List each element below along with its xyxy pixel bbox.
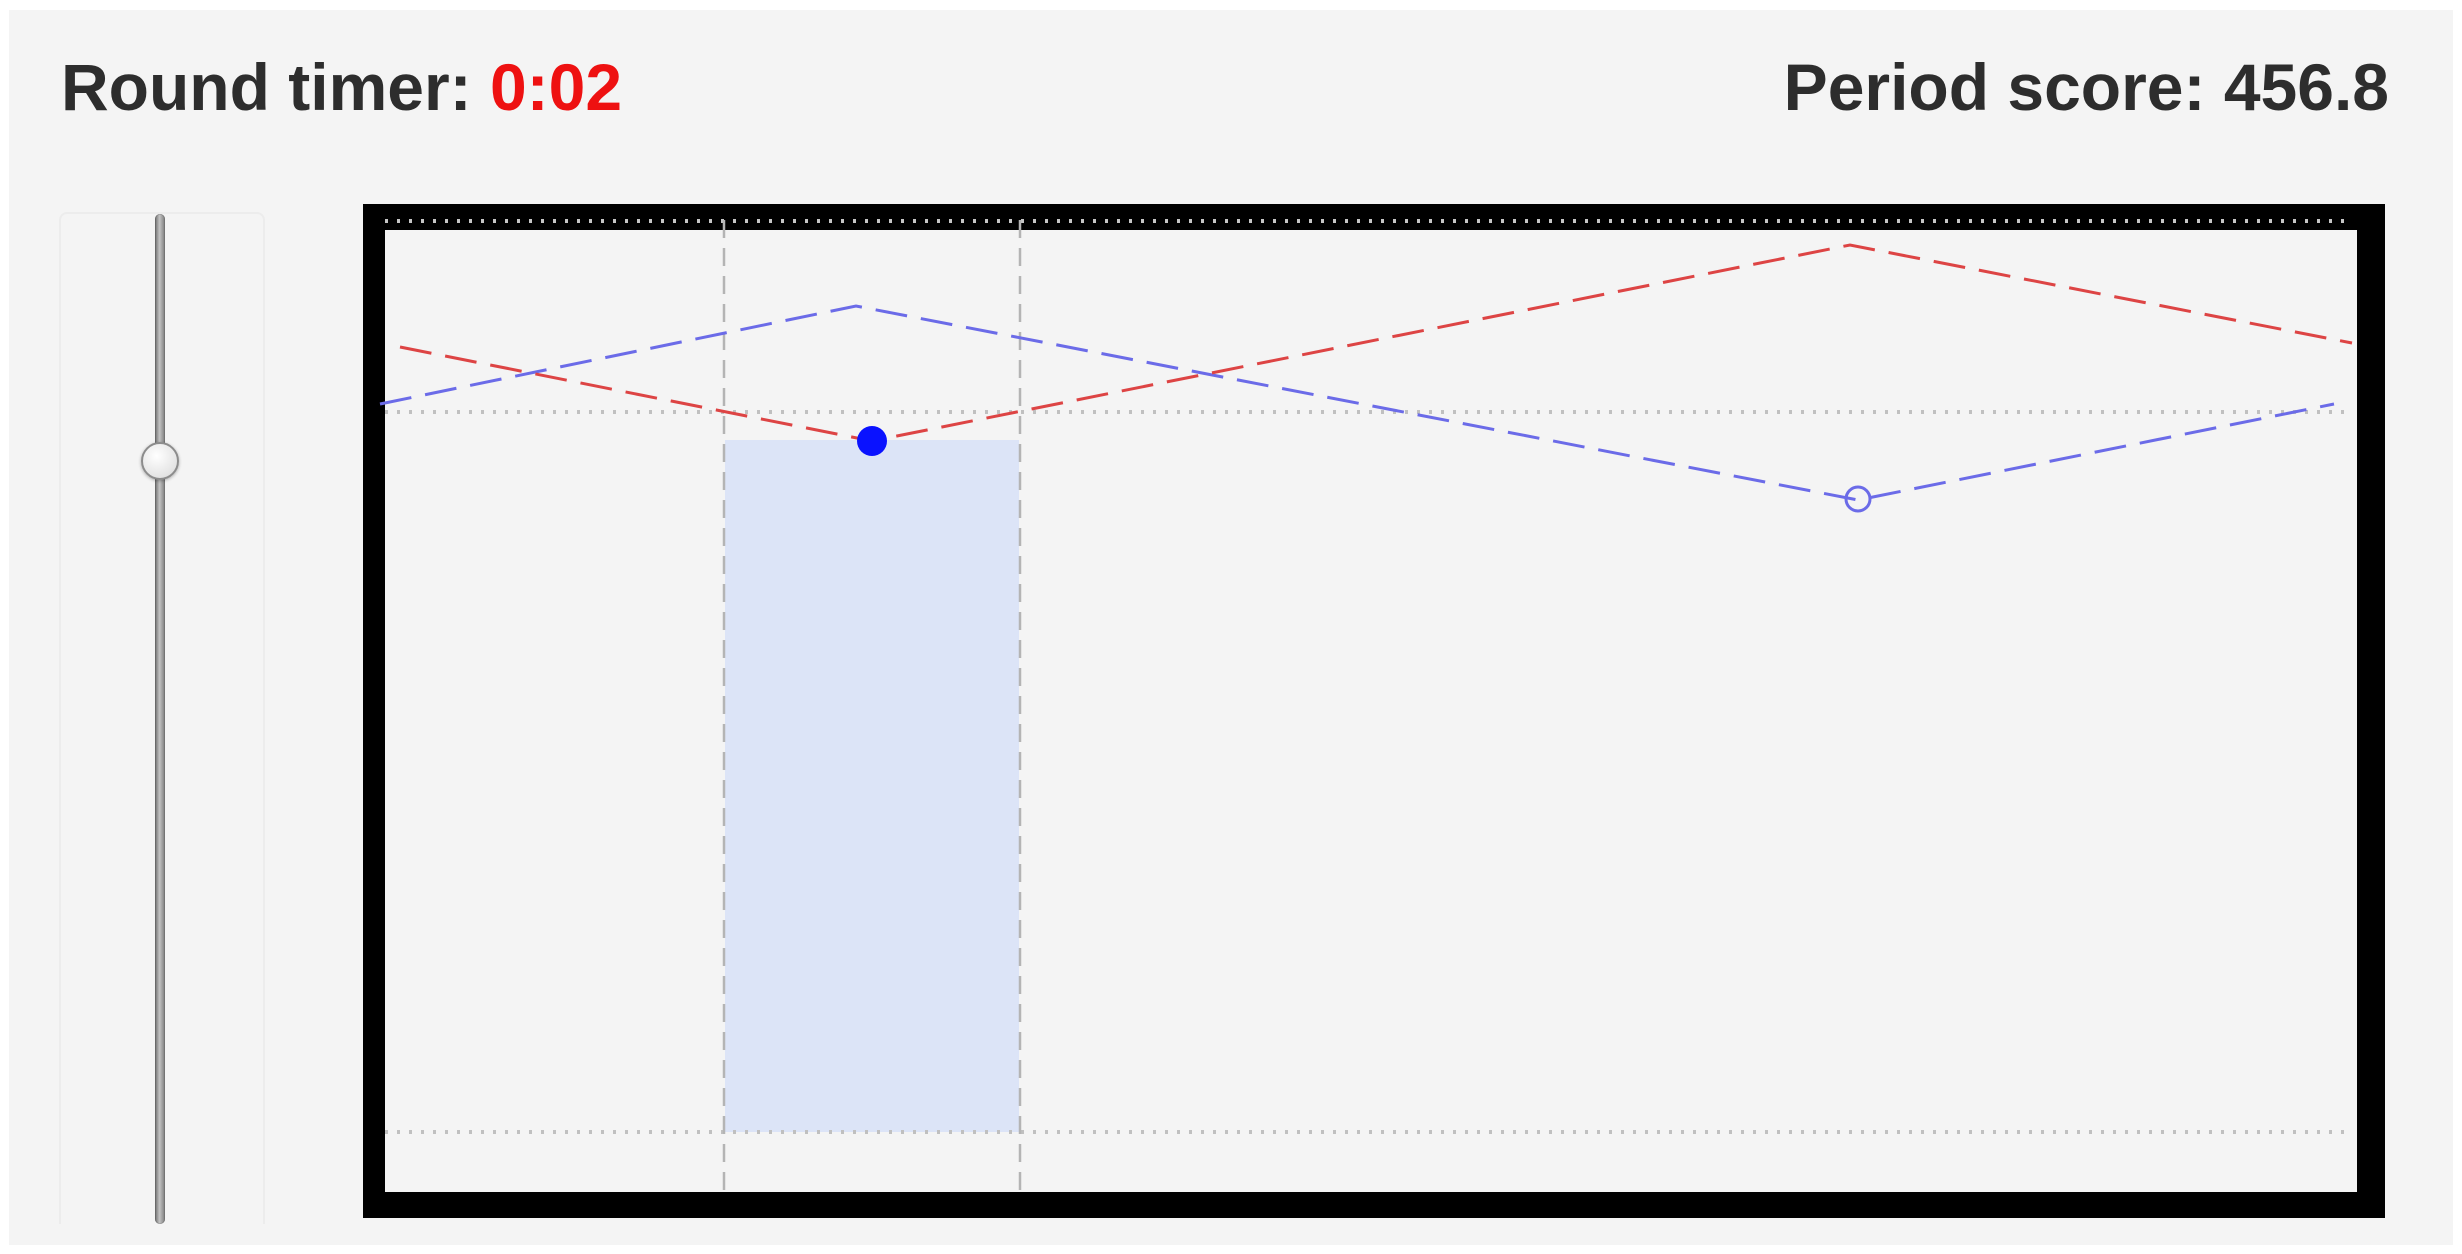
round-timer-label: Round timer: <box>61 50 490 124</box>
slider-thumb[interactable] <box>141 442 179 480</box>
period-score: Period score: 456.8 <box>1784 48 2389 127</box>
slider-track[interactable] <box>155 214 165 1224</box>
vertical-slider[interactable] <box>59 212 265 1224</box>
game-panel: Round timer: 0:02 Period score: 456.8 <box>9 10 2453 1245</box>
round-timer: Round timer: 0:02 <box>61 48 622 127</box>
period-score-value: 456.8 <box>2223 50 2389 124</box>
period-score-label: Period score: <box>1783 50 2224 124</box>
round-timer-value: 0:02 <box>489 50 623 124</box>
game-board[interactable] <box>385 230 2357 1192</box>
game-board-frame <box>363 204 2385 1218</box>
